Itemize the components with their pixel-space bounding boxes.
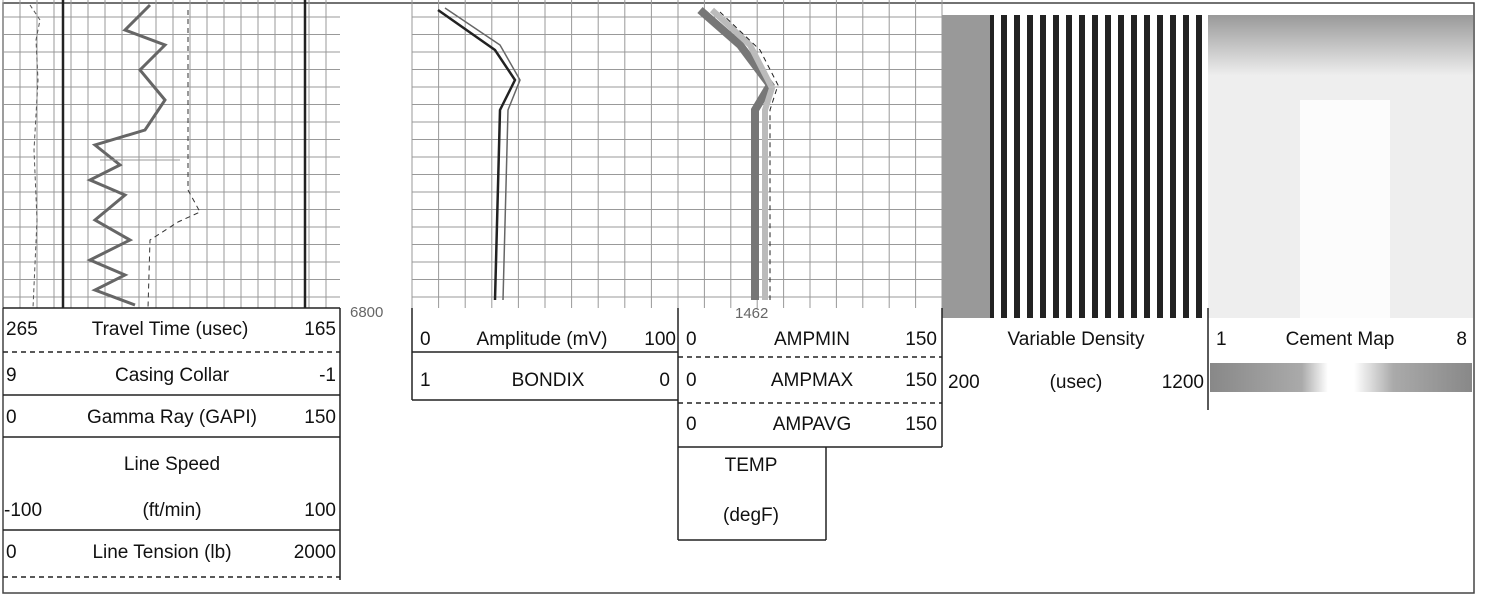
depth-label: 6800 xyxy=(350,304,383,321)
scale-left: -100 xyxy=(4,500,42,521)
scale-left: 1 xyxy=(420,370,431,391)
curve-name: Casing Collar xyxy=(115,365,230,386)
curve-name: AMPMIN xyxy=(774,329,850,350)
scale-left: 1 xyxy=(1216,329,1227,350)
scale-right: 0 xyxy=(659,370,670,391)
curve-name: Line Tension (lb) xyxy=(92,542,231,563)
curve xyxy=(697,6,775,300)
curve-name: Cement Map xyxy=(1286,329,1395,350)
scale-right: 100 xyxy=(304,500,336,521)
scale-right: 165 xyxy=(304,319,336,340)
scale-left: 0 xyxy=(686,414,697,435)
scale-right: 150 xyxy=(905,329,937,350)
scale-left: 265 xyxy=(6,319,38,340)
scale-left: 0 xyxy=(686,370,697,391)
curve xyxy=(719,11,779,300)
curve-unit: (degF) xyxy=(723,505,779,526)
curve-name: Amplitude (mV) xyxy=(477,329,608,350)
scale-right: 150 xyxy=(905,370,937,391)
cement-map-scale xyxy=(1210,363,1472,392)
scale-right: 150 xyxy=(304,407,336,428)
curve-name: Line Speed xyxy=(124,454,220,475)
curve-unit: (usec) xyxy=(1050,372,1103,393)
scale-left: 0 xyxy=(420,329,431,350)
curve-name: AMPAVG xyxy=(773,414,851,435)
scale-left: 0 xyxy=(6,542,17,563)
curve-name: Gamma Ray (GAPI) xyxy=(87,407,257,428)
curve xyxy=(437,8,517,301)
scale-right: 150 xyxy=(905,414,937,435)
curve xyxy=(86,3,168,307)
curve xyxy=(29,4,41,309)
scale-left: 200 xyxy=(948,372,980,393)
curve xyxy=(709,7,776,300)
vdl-image xyxy=(990,15,1208,318)
grid xyxy=(2,0,943,308)
scale-left: 0 xyxy=(6,407,17,428)
curve-name: Travel Time (usec) xyxy=(92,319,249,340)
curve-name: AMPMAX xyxy=(771,370,854,391)
cement-map-image xyxy=(1300,100,1390,318)
scale-right: 1200 xyxy=(1162,372,1204,393)
curve xyxy=(444,7,521,301)
curve-name: TEMP xyxy=(725,455,778,476)
curve-unit: (ft/min) xyxy=(142,500,201,521)
scale-left: 0 xyxy=(686,329,697,350)
scale-right: -1 xyxy=(319,365,336,386)
scale-right: 100 xyxy=(644,329,676,350)
scale-right: 2000 xyxy=(294,542,336,563)
curve-name: Variable Density xyxy=(1008,329,1145,350)
scale-left: 9 xyxy=(6,365,17,386)
scale-right: 8 xyxy=(1456,329,1467,350)
curve-name: BONDIX xyxy=(512,370,585,391)
reading-label: 1462 xyxy=(735,305,768,322)
curve xyxy=(147,10,201,309)
